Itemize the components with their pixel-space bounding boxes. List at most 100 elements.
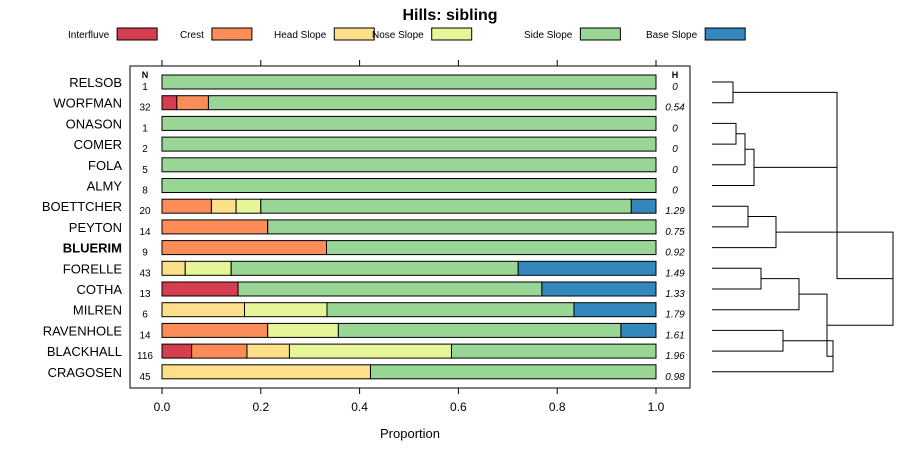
row-label: RAVENHOLE (43, 323, 123, 338)
row-label: BLACKHALL (47, 344, 122, 359)
h-column-header: H (672, 70, 679, 80)
bar-segment (161, 219, 269, 235)
row-h-value: 0 (672, 186, 678, 197)
row-label: COMER (74, 137, 122, 152)
bar-segment (161, 157, 657, 173)
row-n-value: 20 (139, 206, 151, 217)
chart-title: Hills: sibling (402, 7, 497, 24)
x-axis: 0.0 0.2 0.4 0.6 0.8 1.0 (154, 60, 665, 414)
bar-segment (191, 343, 248, 359)
row-n-value: 2 (142, 144, 148, 155)
bar-segment (243, 302, 328, 318)
x-axis-label: Proportion (380, 426, 440, 441)
bar-segment (235, 198, 262, 214)
row-label: RELSOB (69, 75, 122, 90)
bar-segment (161, 178, 657, 193)
row-n-value: 32 (139, 103, 151, 114)
x-tick-label: 0.6 (450, 400, 467, 414)
x-tick-label: 0.0 (154, 400, 171, 414)
dendrogram-link (712, 267, 762, 290)
row-n-value: 14 (139, 330, 151, 341)
row-h-value: 0.98 (665, 372, 685, 383)
legend: Interfluve Crest Head Slope Nose Slope Side … (68, 27, 746, 41)
legend-swatch (431, 27, 473, 41)
row-n-value: 6 (142, 310, 148, 321)
legend-label: Nose Slope (372, 30, 424, 41)
bar-segment (517, 260, 657, 276)
legend-swatch (116, 27, 158, 41)
row-label: ALMY (87, 179, 123, 194)
bar-segment (161, 198, 212, 214)
bar-segment (337, 322, 622, 338)
row-label: BLUERIM (63, 241, 122, 256)
dendrogram-link (712, 122, 737, 145)
row-h-value: 1.49 (665, 268, 685, 279)
legend-swatch (333, 27, 375, 41)
legend-swatch (211, 27, 253, 41)
legend-label: Side Slope (524, 30, 573, 41)
row-label: BOETTCHER (42, 199, 122, 214)
bar-segment (267, 322, 339, 338)
bar-segment (161, 343, 193, 359)
row-label: WORFMAN (53, 96, 122, 111)
row-label: MILREN (73, 303, 122, 318)
row-h-value: 1.96 (665, 351, 685, 362)
dendrogram-link (712, 205, 749, 228)
dendrogram (712, 81, 894, 373)
bar-segment (267, 219, 657, 235)
dendrogram-link (712, 278, 800, 311)
bar-segment (620, 322, 657, 338)
bar-segment (573, 302, 657, 318)
row-n-value: 43 (139, 268, 151, 279)
row-n-value: 45 (139, 372, 151, 383)
row-h-value: 0.54 (665, 103, 685, 114)
row-label: COTHA (77, 282, 123, 297)
row-label: CRAGOSEN (48, 365, 122, 380)
row-n-value: 1 (142, 82, 148, 93)
bar-segment (161, 302, 245, 318)
row-h-value: 0 (672, 165, 678, 176)
row-h-value: 1.29 (665, 206, 685, 217)
row-n-value: 9 (142, 248, 148, 259)
bar-segment (450, 343, 657, 359)
bar-segment (161, 240, 328, 256)
bar-segment (210, 198, 237, 214)
bar-segment (161, 364, 371, 380)
bar-segment (176, 95, 209, 111)
legend-swatch (704, 27, 746, 41)
dendrogram-link (712, 133, 746, 166)
bar-segment (288, 343, 452, 359)
bar-segment (246, 343, 290, 359)
dendrogram-link (712, 81, 734, 104)
bar-segment (184, 260, 232, 276)
n-column-header: N (142, 70, 149, 80)
legend-label: Crest (180, 30, 204, 41)
row-h-value: 1.61 (665, 330, 684, 341)
row-label: FOLA (88, 158, 122, 173)
bar-segment (161, 281, 239, 297)
row-n-value: 13 (139, 289, 151, 300)
dendrogram-link (712, 329, 784, 352)
dendrogram-link (733, 91, 838, 168)
x-tick-label: 0.2 (252, 400, 269, 414)
bar-segment (630, 198, 657, 214)
bar-segment (237, 281, 543, 297)
legend-label: Head Slope (274, 30, 327, 41)
dendrogram-link (836, 129, 893, 280)
row-n-value: 8 (142, 186, 148, 197)
bar-segment (161, 136, 657, 152)
row-label: FORELLE (63, 261, 123, 276)
bar-segment (369, 364, 657, 380)
bar-segment (541, 281, 657, 297)
legend-label: Interfluve (68, 30, 110, 41)
bar-segment (207, 95, 657, 111)
bar-segment (326, 240, 657, 256)
row-label: PEYTON (69, 220, 122, 235)
row-n-value: 116 (137, 351, 153, 362)
row-h-value: 0 (672, 144, 678, 155)
legend-swatch (579, 27, 621, 41)
dendrogram-link (712, 340, 834, 373)
row-n-value: 5 (142, 165, 148, 176)
